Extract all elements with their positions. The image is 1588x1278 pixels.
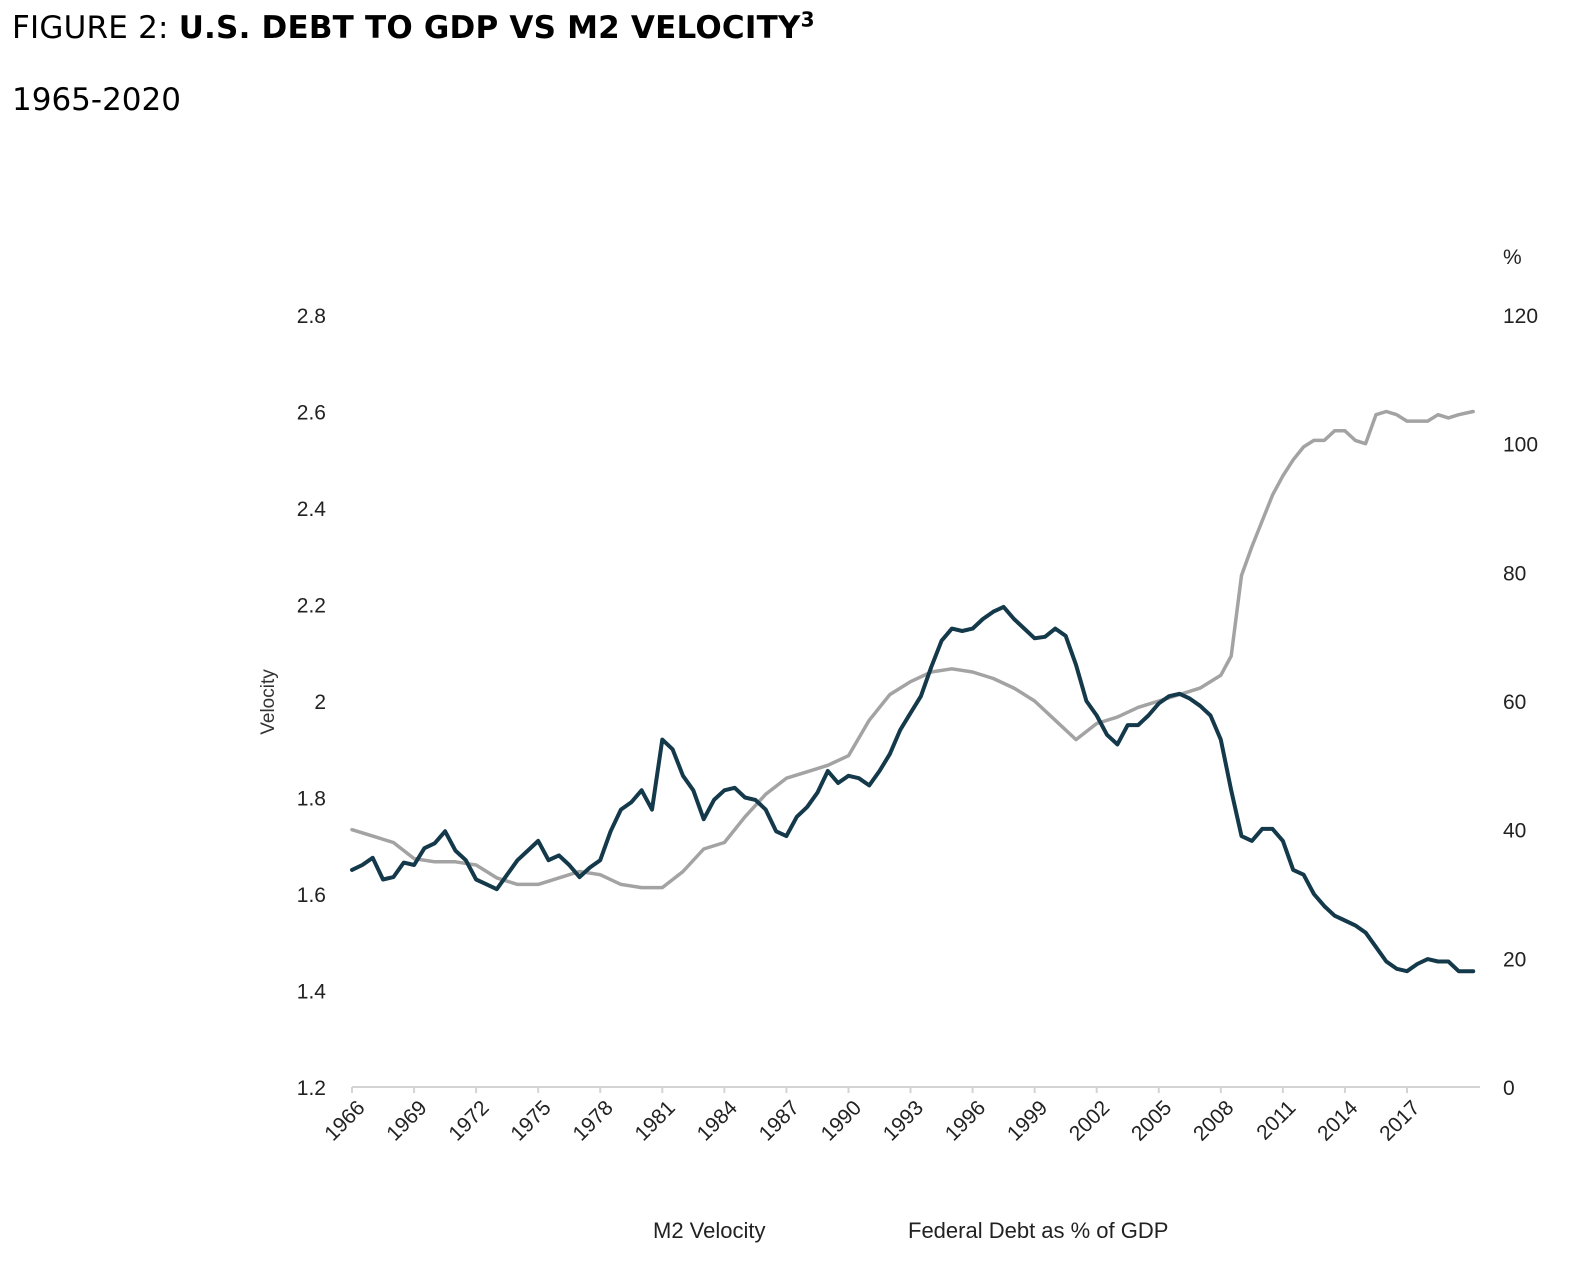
y-right-axis: 0 20 40 60 80 100 120 <box>1503 305 1538 1100</box>
y-left-tick-label: 2 <box>314 691 326 714</box>
y-right-tick-label: 40 <box>1503 820 1526 843</box>
y-left-tick-label: 1.6 <box>297 884 326 907</box>
y-right-tick-label: 80 <box>1503 562 1526 585</box>
y-left-tick-label: 1.4 <box>297 981 327 1004</box>
y-right-tick-label: 100 <box>1503 434 1538 457</box>
x-tick-label: 1975 <box>506 1096 555 1145</box>
y-right-tick-label: 120 <box>1503 305 1538 328</box>
x-tick-label: 2017 <box>1375 1096 1424 1145</box>
y-right-unit-label: % <box>1503 246 1522 269</box>
series-layer <box>350 409 1476 974</box>
y-left-tick-label: 2.2 <box>297 595 326 618</box>
y-left-axis: 1.2 1.4 1.6 1.8 2 2.2 2.4 2.6 2.8 <box>297 305 327 1100</box>
x-tick-label: 1972 <box>444 1096 493 1145</box>
x-tick-label: 1969 <box>382 1096 431 1145</box>
y-left-tick-label: 2.4 <box>297 498 327 521</box>
series-line-federal-debt <box>350 409 1475 890</box>
legend: M2 Velocity Federal Debt as % of GDP <box>653 1218 1168 1243</box>
series-line-m2-velocity <box>350 604 1476 974</box>
x-tick-label: 1981 <box>631 1096 680 1145</box>
x-tick-label: 1966 <box>320 1096 369 1145</box>
legend-item-m2-velocity: M2 Velocity <box>653 1218 766 1243</box>
x-tick-label: 1993 <box>879 1096 928 1145</box>
x-axis: 1966 1969 1972 1975 1978 1981 1984 1987 1990 1993… <box>320 1087 1425 1146</box>
x-tick-label: 1978 <box>568 1096 617 1145</box>
y-right-tick-label: 60 <box>1503 691 1526 714</box>
y-left-tick-label: 2.8 <box>297 305 326 328</box>
figure-title: FIGURE 2: U.S. DEBT TO GDP VS M2 VELOCIT… <box>12 10 815 46</box>
footnote-mark: 3 <box>800 7 815 32</box>
y-left-tick-label: 1.2 <box>297 1077 326 1100</box>
x-tick-label: 2011 <box>1252 1096 1300 1144</box>
figure-number: FIGURE 2: <box>12 10 179 46</box>
legend-item-federal-debt: Federal Debt as % of GDP <box>908 1218 1168 1243</box>
x-tick-label: 2002 <box>1065 1096 1114 1145</box>
y-right-tick-label: 20 <box>1503 948 1526 971</box>
x-tick-label: 1996 <box>941 1096 990 1145</box>
x-tick-label: 2008 <box>1189 1096 1238 1145</box>
x-tick-label: 1987 <box>755 1096 804 1145</box>
x-tick-label: 1999 <box>1003 1096 1052 1145</box>
x-tick-label: 2005 <box>1127 1096 1176 1145</box>
x-tick-label: 2014 <box>1313 1096 1363 1146</box>
x-tick-label: 1990 <box>817 1096 866 1145</box>
y-left-tick-label: 1.8 <box>297 788 326 811</box>
figure-title-text: U.S. DEBT TO GDP VS M2 VELOCITY <box>178 10 801 46</box>
y-left-tick-label: 2.6 <box>297 402 326 425</box>
y-right-tick-label: 0 <box>1503 1077 1515 1100</box>
y-left-axis-title: Velocity <box>258 669 279 735</box>
figure-subtitle: 1965-2020 <box>12 82 181 118</box>
x-tick-label: 1984 <box>693 1096 743 1146</box>
